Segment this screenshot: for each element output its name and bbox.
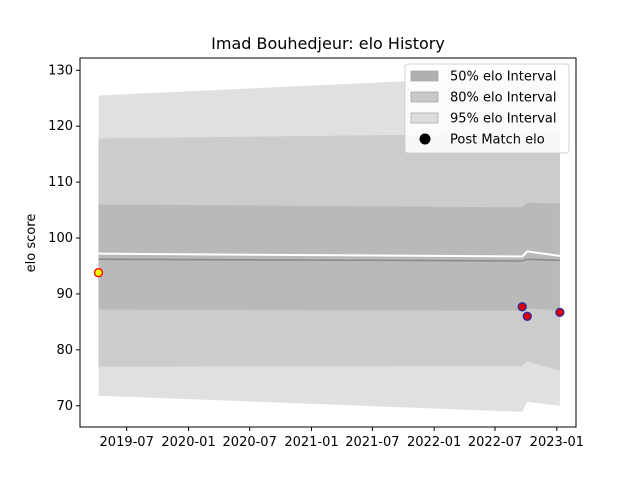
- y-tick-label-110: 110: [48, 175, 73, 190]
- x-tick-label-2021-07: 2021-07: [345, 435, 399, 450]
- legend-swatch-1: [410, 70, 439, 82]
- mean-elo-line: [98, 258, 560, 262]
- y-tick-label-90: 90: [56, 287, 73, 302]
- legend-marker-4: [419, 133, 431, 145]
- highlight-line: [98, 250, 561, 258]
- axes-frame: [79, 57, 577, 428]
- x-tick-label-2022-01: 2022-01: [407, 435, 461, 450]
- legend-label-4: Post Match elo: [450, 133, 545, 148]
- plot-area: [93, 74, 565, 412]
- y-tick-label-100: 100: [48, 231, 73, 246]
- legend: 50% elo Interval 80% elo Interval 95% elo …: [404, 63, 570, 154]
- legend-swatch-3: [410, 112, 439, 124]
- legend-label-1: 50% elo Interval: [450, 70, 557, 85]
- legend-box: [404, 63, 570, 154]
- post-match-point-2: [517, 302, 527, 312]
- x-tick-label-2020-01: 2020-01: [161, 435, 215, 450]
- y-tick-label-130: 130: [48, 63, 73, 78]
- legend-label-2: 80% elo Interval: [450, 91, 557, 106]
- x-tick-label-2021-01: 2021-01: [284, 435, 338, 450]
- post-match-point-3: [522, 311, 532, 321]
- y-axis-label: elo score: [24, 214, 39, 273]
- x-tick-label-2020-07: 2020-07: [223, 435, 277, 450]
- post-match-point-4: [555, 307, 565, 318]
- x-tick-label-2023-01: 2023-01: [530, 435, 584, 450]
- legend-label-3: 95% elo Interval: [450, 112, 557, 127]
- x-tick-label-2019-07: 2019-07: [100, 435, 154, 450]
- y-tick-label-120: 120: [48, 119, 73, 134]
- post-match-point-1: [93, 268, 104, 278]
- interval-band-3: [98, 202, 560, 311]
- x-tick-label-2022-07: 2022-07: [468, 435, 522, 450]
- y-tick-label-80: 80: [56, 343, 73, 358]
- axes: 70 80 90 100 110 120 130 2019-07 2020-01 2020-07 2…: [48, 57, 584, 450]
- legend-swatch-2: [410, 91, 439, 103]
- y-tick-label-70: 70: [56, 399, 73, 414]
- chart-title: Imad Bouhedjeur: elo History: [211, 34, 445, 53]
